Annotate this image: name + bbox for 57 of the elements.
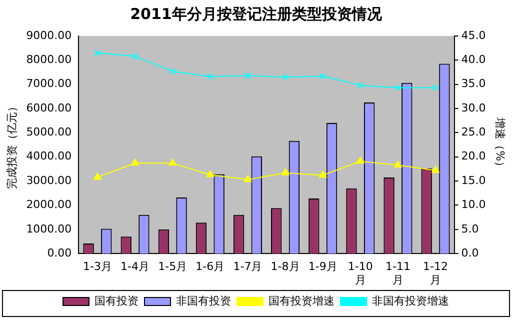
x-tick-label: 1-5月 bbox=[158, 260, 188, 274]
point bbox=[357, 82, 364, 89]
y2-tick-label: 0.0 bbox=[461, 246, 479, 260]
point bbox=[282, 74, 289, 80]
point bbox=[244, 72, 252, 79]
x-tick-label: 1-10月 bbox=[348, 260, 373, 286]
y-tick-label: 9000.00 bbox=[26, 28, 72, 42]
legend-label: 国有投资增速 bbox=[268, 294, 334, 308]
point bbox=[356, 156, 364, 164]
y2-tick-label: 30.0 bbox=[461, 101, 486, 114]
legend-label: 国有投资 bbox=[94, 294, 138, 308]
y2-tick-label: 20.0 bbox=[461, 150, 486, 163]
x-tick-label: 1-6月 bbox=[196, 260, 225, 274]
point bbox=[281, 168, 290, 176]
y-tick-label: 2000.00 bbox=[26, 198, 72, 212]
y2-tick-label: 15.0 bbox=[461, 174, 486, 187]
point bbox=[169, 68, 176, 75]
y-tick-label: 0.00 bbox=[47, 246, 72, 260]
point bbox=[131, 158, 139, 166]
legend-label: 非国有投资 bbox=[176, 294, 231, 308]
y-tick-label: 5000.00 bbox=[26, 126, 72, 139]
legend-label: 非国有投资增速 bbox=[372, 294, 449, 308]
y2-tick-label: 35.0 bbox=[461, 77, 486, 90]
x-tick-label: 1-8月 bbox=[270, 260, 300, 274]
point bbox=[132, 52, 138, 60]
x-tick-label: 1-4月 bbox=[120, 260, 150, 274]
y-tick-label: 8000.00 bbox=[26, 53, 72, 66]
x-tick-label: 1-7月 bbox=[233, 260, 262, 274]
point bbox=[206, 170, 214, 178]
y-tick-label: 1000.00 bbox=[26, 222, 72, 236]
point bbox=[432, 166, 440, 173]
point bbox=[394, 84, 402, 92]
point bbox=[94, 172, 102, 180]
point bbox=[206, 73, 214, 80]
y2-tick-label: 45.0 bbox=[461, 28, 486, 42]
chart-title: 2011年分月按登记注册类型投资情况 bbox=[130, 4, 383, 23]
y2-tick-label: 25.0 bbox=[461, 126, 486, 139]
y2-tick-label: 40.0 bbox=[461, 53, 486, 66]
y-axis-title: 完成投资（亿元） bbox=[5, 100, 18, 189]
x-tick-label: 1-11月 bbox=[385, 260, 410, 286]
y-tick-label: 7000.00 bbox=[26, 77, 72, 90]
point bbox=[244, 175, 252, 182]
x-tick-label: 1-9月 bbox=[308, 260, 338, 274]
y2-tick-label: 5.0 bbox=[461, 222, 479, 236]
y-tick-label: 6000.00 bbox=[26, 101, 72, 114]
point bbox=[394, 160, 402, 168]
y-tick-label: 3000.00 bbox=[26, 174, 72, 187]
point bbox=[318, 170, 327, 178]
point bbox=[320, 72, 326, 80]
point bbox=[94, 50, 101, 56]
point bbox=[168, 158, 177, 166]
y-tick-label: 4000.00 bbox=[26, 150, 72, 163]
point bbox=[432, 84, 439, 92]
x-tick-label: 1-12月 bbox=[423, 260, 448, 286]
x-tick-label: 1-3月 bbox=[82, 260, 112, 274]
y2-axis-title: 增速（%） bbox=[494, 116, 507, 172]
y2-tick-label: 10.0 bbox=[461, 198, 486, 212]
